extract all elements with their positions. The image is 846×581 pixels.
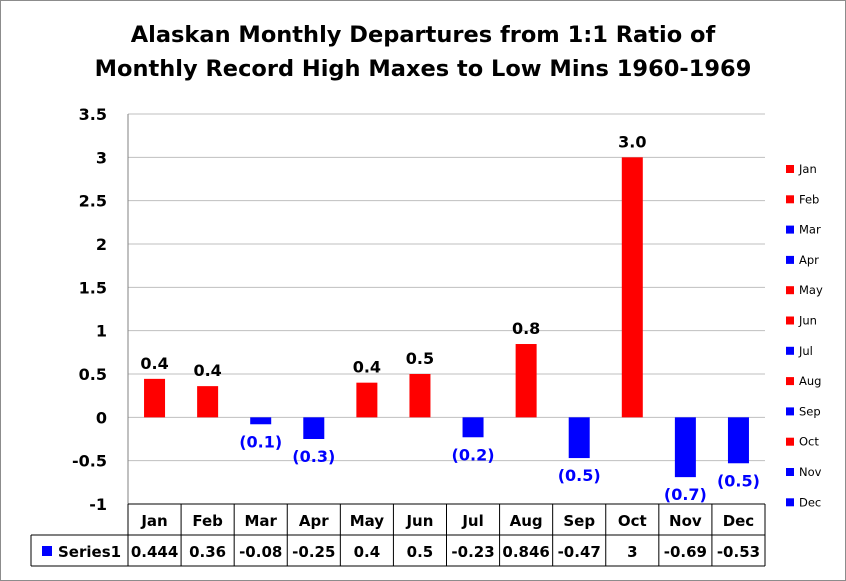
bar-may [356,382,378,418]
x-category-label: Jun [405,512,433,530]
series-key-swatch [42,546,52,556]
bar-sep [568,417,590,459]
legend-label: Dec [799,495,821,509]
bar-apr [303,417,325,439]
chart-title-line2: Monthly Record High Maxes to Low Mins 19… [94,56,752,82]
y-tick-label: 0 [96,408,107,427]
chart-title: Alaskan Monthly Departures from 1:1 Rati… [0,18,846,86]
bar-aug [515,344,537,418]
data-label: (0.1) [239,432,282,451]
table-value: 0.36 [189,543,226,561]
x-category-label: Apr [299,512,329,530]
table-value: 0.4 [354,543,381,561]
legend-label: Feb [799,192,819,206]
y-tick-label: -0.5 [72,452,107,471]
legend-swatch [786,437,794,446]
table-value: 0.846 [502,543,549,561]
data-label: 3.0 [618,132,646,151]
table-value: -0.53 [717,543,760,561]
table-value: 3 [627,543,637,561]
data-label: 0.4 [140,354,168,373]
bar-dec [727,417,749,464]
table-value: 0.444 [131,543,178,561]
bar-jan [144,378,166,418]
legend-label: Apr [799,253,819,267]
legend-label: Jun [798,314,817,328]
legend-label: Nov [799,465,822,479]
x-category-label: Mar [244,512,277,530]
legend-swatch [786,316,794,325]
bar-nov [674,417,696,478]
legend-swatch [786,346,794,355]
chart-title-line1: Alaskan Monthly Departures from 1:1 Rati… [130,22,716,48]
legend-swatch [786,225,794,234]
legend-swatch [786,498,794,507]
x-category-label: Aug [510,512,543,530]
x-category-label: Jan [140,512,167,530]
bar-mar [250,417,272,425]
table-value: -0.08 [239,543,282,561]
legend-label: Jul [798,344,813,358]
y-tick-label: 1.5 [79,278,107,297]
y-tick-label: 2 [96,235,107,254]
data-label: 0.4 [353,358,381,377]
legend-swatch [786,407,794,416]
table-value: -0.47 [558,543,601,561]
legend-swatch [786,195,794,204]
bar-feb [197,386,219,418]
y-tick-label: 1 [96,322,107,341]
y-tick-label: 3 [96,148,107,167]
bar-jul [462,417,484,438]
x-category-label: Dec [723,512,755,530]
x-category-label: Oct [618,512,647,530]
table-value: 0.5 [407,543,434,561]
series-name: Series1 [58,543,121,561]
x-category-label: May [350,512,385,530]
legend-swatch [786,468,794,476]
y-tick-label: 3.5 [79,105,107,124]
data-label: (0.5) [717,471,760,490]
data-label: 0.8 [512,319,540,338]
x-category-label: Sep [563,512,595,530]
legend-swatch [786,377,794,386]
table-value: -0.23 [451,543,494,561]
legend-label: Aug [799,374,821,388]
legend-label: Oct [799,435,819,449]
legend-swatch [786,286,794,295]
data-label: (0.2) [452,445,495,464]
legend-label: Mar [799,223,821,237]
y-tick-label: -1 [89,495,107,514]
y-tick-label: 0.5 [79,365,107,384]
data-label: (0.3) [292,447,335,466]
legend-label: Sep [799,404,821,418]
x-category-label: Jul [461,512,483,530]
legend-swatch [786,165,794,173]
bar-oct [621,157,643,418]
data-label: (0.5) [558,466,601,485]
x-category-label: Nov [669,512,702,530]
table-value: -0.25 [292,543,335,561]
legend-swatch [786,255,794,264]
data-label: 0.4 [193,361,221,380]
legend-label: Jan [798,162,817,176]
bar-jun [409,374,431,418]
y-tick-label: 2.5 [79,192,107,211]
data-label: (0.7) [664,485,707,504]
x-category-label: Feb [192,512,223,530]
table-value: -0.69 [664,543,707,561]
legend-label: May [799,283,823,297]
data-label: 0.5 [406,349,434,368]
